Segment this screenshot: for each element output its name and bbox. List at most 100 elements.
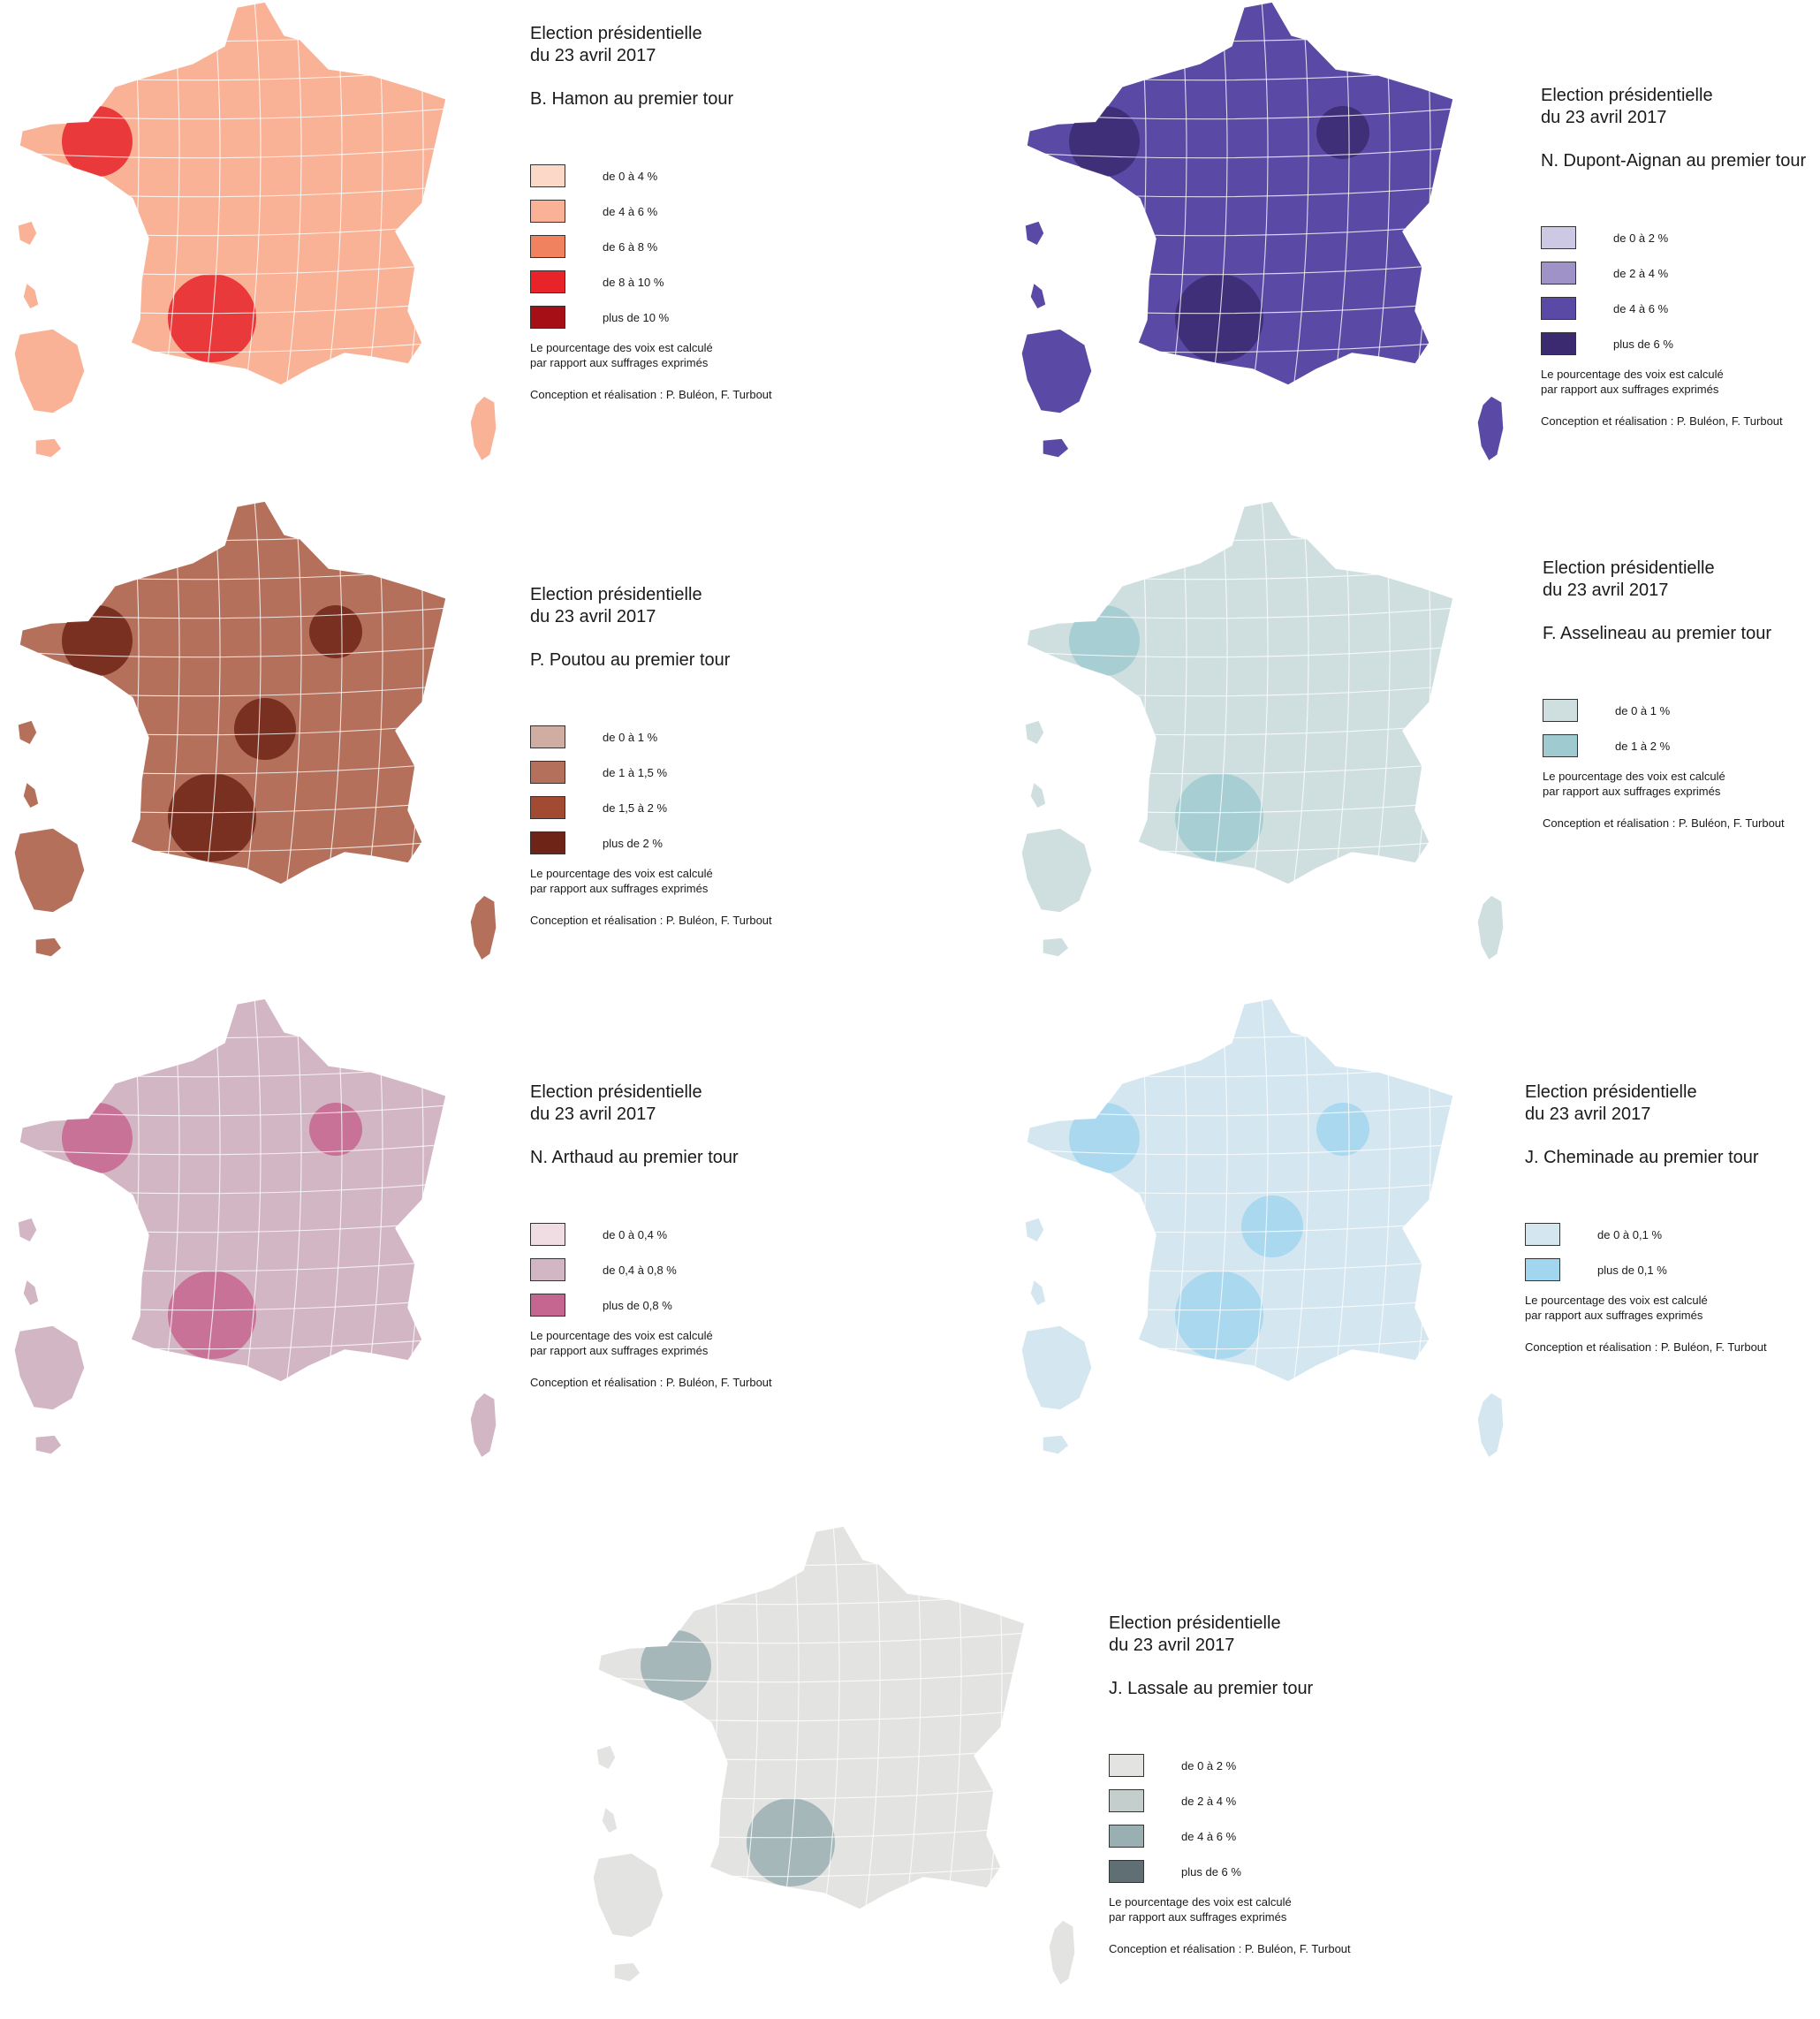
metropolitan-france-shape bbox=[597, 1525, 1026, 1910]
legend-row: de 0 à 0,1 % bbox=[1525, 1217, 1767, 1252]
guadeloupe-shape bbox=[1024, 719, 1045, 746]
martinique-shape bbox=[601, 1806, 618, 1834]
guyane-shape bbox=[13, 827, 86, 914]
note-line2: par rapport aux suffrages exprimés bbox=[530, 1344, 709, 1357]
guadeloupe-shape bbox=[17, 220, 38, 247]
legend: de 0 à 4 % de 4 à 6 % de 6 à 8 % de 8 à … bbox=[530, 158, 772, 335]
legend-row: de 2 à 4 % bbox=[1541, 255, 1806, 291]
legend-label: de 0 à 1 % bbox=[1615, 703, 1671, 717]
guyane-shape bbox=[1020, 827, 1093, 914]
legend-swatch bbox=[1109, 1789, 1144, 1812]
legend-swatch bbox=[530, 164, 565, 187]
guyane-shape bbox=[1020, 328, 1093, 414]
credit: Conception et réalisation : P. Buléon, F… bbox=[1543, 816, 1785, 830]
legend: de 0 à 0,4 % de 0,4 à 0,8 % plus de 0,8 … bbox=[530, 1217, 772, 1323]
legend-row: de 0 à 2 % bbox=[1541, 220, 1806, 255]
france-map-hamon bbox=[13, 1, 497, 462]
legend-row: plus de 6 % bbox=[1541, 326, 1806, 361]
credit: Conception et réalisation : P. Buléon, F… bbox=[1525, 1340, 1767, 1354]
guyane-shape bbox=[1020, 1324, 1093, 1411]
legend-swatch bbox=[1109, 1860, 1144, 1883]
legend-row: plus de 0,8 % bbox=[530, 1287, 772, 1323]
metropolitan-france-shape bbox=[1026, 998, 1454, 1383]
legend-row: de 2 à 4 % bbox=[1109, 1783, 1351, 1818]
legend: de 0 à 2 % de 2 à 4 % de 4 à 6 % plus de… bbox=[1541, 220, 1806, 361]
legend-label: de 4 à 6 % bbox=[1181, 1829, 1237, 1843]
legend-label: plus de 6 % bbox=[1181, 1864, 1241, 1879]
note-line2: par rapport aux suffrages exprimés bbox=[530, 882, 709, 895]
legend-swatch bbox=[1525, 1223, 1560, 1246]
legend-label: de 1 à 1,5 % bbox=[603, 765, 667, 779]
france-map-lassale bbox=[592, 1525, 1076, 1986]
martinique-shape bbox=[1029, 1279, 1047, 1307]
legend: de 0 à 0,1 % plus de 0,1 % bbox=[1525, 1217, 1767, 1287]
legend: de 0 à 1 % de 1 à 2 % bbox=[1543, 693, 1785, 763]
legend-swatch bbox=[530, 200, 565, 223]
legend-swatch bbox=[1541, 297, 1576, 320]
metropolitan-france-shape bbox=[19, 500, 447, 885]
legend-label: de 4 à 6 % bbox=[603, 204, 658, 218]
credit: Conception et réalisation : P. Buléon, F… bbox=[1541, 414, 1783, 428]
legend: de 0 à 1 % de 1 à 1,5 % de 1,5 à 2 % plu… bbox=[530, 719, 772, 861]
legend-label: de 0 à 0,4 % bbox=[603, 1227, 667, 1241]
corsica-shape bbox=[469, 395, 497, 462]
legend-label: plus de 2 % bbox=[603, 836, 663, 850]
legend-label: de 2 à 4 % bbox=[1181, 1794, 1237, 1808]
note-line1: Le pourcentage des voix est calculé bbox=[1525, 1294, 1708, 1307]
guyane-shape bbox=[13, 328, 86, 414]
legend-swatch bbox=[1543, 734, 1578, 757]
legend-swatch bbox=[1541, 262, 1576, 285]
map-subtitle: J. Cheminade au premier tour bbox=[1525, 1148, 1759, 1167]
reunion-shape bbox=[34, 437, 63, 459]
note-line1: Le pourcentage des voix est calculé bbox=[1541, 368, 1724, 381]
map-subtitle: N. Arthaud au premier tour bbox=[530, 1148, 739, 1167]
legend-swatch bbox=[530, 1294, 565, 1317]
legend-swatch bbox=[1541, 226, 1576, 249]
corsica-shape bbox=[469, 894, 497, 961]
corsica-shape bbox=[1048, 1919, 1076, 1986]
martinique-shape bbox=[22, 282, 40, 310]
map-panel-asselineau: Election présidentielle du 23 avril 2017… bbox=[1007, 499, 1820, 994]
legend-label: de 0 à 2 % bbox=[1613, 231, 1669, 245]
note-line2: par rapport aux suffrages exprimés bbox=[530, 356, 709, 369]
corsica-shape bbox=[1476, 894, 1505, 961]
legend-row: plus de 6 % bbox=[1109, 1854, 1351, 1889]
legend-label: de 4 à 6 % bbox=[1613, 301, 1669, 315]
map-title-line1: Election présidentielle bbox=[1541, 86, 1713, 105]
legend-label: de 8 à 10 % bbox=[603, 275, 664, 289]
map-title-line1: Election présidentielle bbox=[1543, 558, 1715, 578]
legend-row: plus de 10 % bbox=[530, 300, 772, 335]
corsica-shape bbox=[469, 1392, 497, 1459]
france-map-asselineau bbox=[1020, 500, 1505, 961]
map-title-line2: du 23 avril 2017 bbox=[530, 46, 656, 65]
legend-row: de 1,5 à 2 % bbox=[530, 790, 772, 825]
note-line1: Le pourcentage des voix est calculé bbox=[1109, 1895, 1292, 1909]
legend-swatch bbox=[1109, 1825, 1144, 1848]
legend-swatch bbox=[530, 796, 565, 819]
map-title-line2: du 23 avril 2017 bbox=[530, 607, 656, 626]
map-title-line2: du 23 avril 2017 bbox=[1543, 581, 1669, 600]
metropolitan-france-shape bbox=[19, 1, 447, 386]
legend-row: de 0,4 à 0,8 % bbox=[530, 1252, 772, 1287]
legend-row: de 0 à 1 % bbox=[530, 719, 772, 755]
metropolitan-france-shape bbox=[1026, 1, 1454, 386]
legend-label: de 2 à 4 % bbox=[1613, 266, 1669, 280]
map-title-line1: Election présidentielle bbox=[1525, 1082, 1697, 1102]
guadeloupe-shape bbox=[17, 719, 38, 746]
legend-swatch bbox=[1525, 1258, 1560, 1281]
map-panel-hamon: Election présidentielle du 23 avril 2017… bbox=[0, 0, 910, 495]
france-map-arthaud bbox=[13, 998, 497, 1459]
guadeloupe-shape bbox=[1024, 1217, 1045, 1243]
legend-swatch bbox=[530, 725, 565, 748]
map-subtitle: J. Lassale au premier tour bbox=[1109, 1679, 1314, 1698]
legend-label: de 1,5 à 2 % bbox=[603, 801, 667, 815]
guyane-shape bbox=[13, 1324, 86, 1411]
reunion-shape bbox=[1042, 437, 1070, 459]
legend-label: de 0 à 2 % bbox=[1181, 1758, 1237, 1772]
legend: de 0 à 2 % de 2 à 4 % de 4 à 6 % plus de… bbox=[1109, 1748, 1351, 1889]
note-line1: Le pourcentage des voix est calculé bbox=[530, 867, 713, 880]
note-line1: Le pourcentage des voix est calculé bbox=[530, 1329, 713, 1342]
map-subtitle: N. Dupont-Aignan au premier tour bbox=[1541, 151, 1807, 171]
note-line2: par rapport aux suffrages exprimés bbox=[1541, 383, 1719, 396]
map-panel-dupont-aignan: Election présidentielle du 23 avril 2017… bbox=[1007, 0, 1820, 495]
